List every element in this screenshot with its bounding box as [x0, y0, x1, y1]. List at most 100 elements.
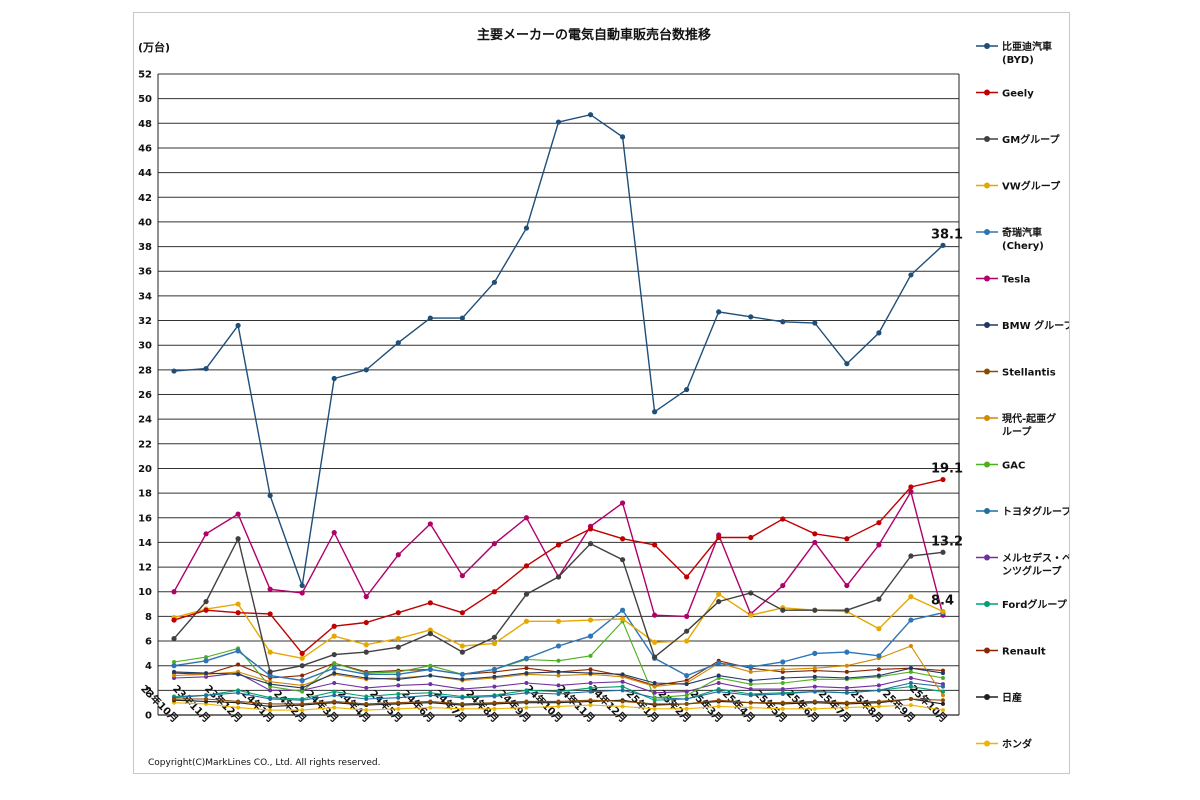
- y-tick-label: 10: [138, 587, 152, 598]
- data-point: [268, 688, 273, 693]
- data-point: [620, 688, 625, 693]
- data-point: [908, 676, 913, 681]
- data-point: [716, 704, 721, 709]
- data-point: [940, 708, 945, 713]
- data-point: [364, 708, 369, 713]
- data-point: [908, 272, 914, 278]
- data-point: [780, 700, 785, 705]
- legend-label: メルセデス・ベンツグループ: [1002, 552, 1069, 578]
- data-point: [555, 542, 562, 548]
- data-point: [780, 687, 785, 692]
- data-point: [331, 375, 337, 382]
- y-tick-label: 28: [138, 365, 152, 376]
- data-point: [748, 664, 754, 670]
- data-point: [171, 617, 177, 623]
- legend-item: Stellantis: [976, 368, 1056, 379]
- legend-label: Fordグループ: [1002, 598, 1068, 611]
- data-point: [844, 700, 849, 705]
- data-point: [940, 684, 945, 689]
- data-point: [940, 701, 945, 706]
- data-point: [940, 608, 946, 615]
- legend-label: トヨタグループ: [1002, 505, 1069, 518]
- data-point: [492, 694, 497, 699]
- data-point: [908, 666, 913, 671]
- legend-label: GAC: [1002, 461, 1025, 472]
- legend-item: ホンダ: [976, 738, 1032, 751]
- data-point: [908, 489, 914, 495]
- series-line: [173, 478, 944, 655]
- data-point: [428, 682, 433, 687]
- data-point: [364, 696, 369, 701]
- data-point: [299, 655, 305, 661]
- y-tick-label: 4: [145, 661, 152, 672]
- data-point: [812, 674, 817, 679]
- data-point: [363, 671, 369, 677]
- data-point: [619, 134, 626, 140]
- data-point: [203, 607, 209, 613]
- end-value-label: 38.1: [931, 227, 963, 242]
- y-tick-label: 18: [138, 489, 152, 500]
- data-point: [427, 627, 433, 633]
- series-line: [173, 113, 944, 586]
- legend-item: Fordグループ: [976, 598, 1068, 611]
- data-point: [396, 692, 401, 697]
- y-tick-label: 42: [138, 193, 152, 204]
- y-tick-label: 38: [138, 242, 152, 253]
- data-point: [236, 690, 241, 695]
- data-point: [460, 677, 465, 682]
- data-point: [491, 589, 498, 595]
- legend-swatch-marker: [984, 322, 990, 328]
- data-point: [300, 708, 305, 713]
- data-point: [908, 669, 913, 674]
- legend-item: トヨタグループ: [976, 505, 1069, 518]
- data-point: [812, 320, 818, 326]
- data-point: [524, 666, 529, 671]
- data-point: [364, 685, 369, 690]
- legend-swatch-marker: [984, 368, 990, 375]
- y-tick-label: 20: [138, 464, 152, 475]
- data-point: [844, 676, 849, 681]
- legend-swatch-marker: [984, 694, 990, 700]
- data-point: [267, 672, 273, 679]
- legend-item: 現代-起亜グループ: [976, 412, 1056, 438]
- data-point: [620, 684, 625, 689]
- data-point: [268, 682, 273, 687]
- data-point: [652, 542, 658, 548]
- data-point: [556, 669, 561, 674]
- legend-label: GMグループ: [1002, 133, 1061, 146]
- legend-swatch-marker: [984, 601, 990, 607]
- x-tick-label: 24年8月: [463, 687, 501, 725]
- data-point: [171, 589, 177, 595]
- data-point: [780, 582, 786, 589]
- data-point: [363, 619, 369, 626]
- data-point: [332, 693, 337, 698]
- data-point: [812, 531, 818, 537]
- data-point: [588, 685, 593, 690]
- y-tick-label: 2: [145, 686, 152, 697]
- data-point: [620, 672, 625, 677]
- series-points: [171, 112, 946, 713]
- data-point: [523, 591, 530, 597]
- data-point: [684, 693, 689, 698]
- data-point: [940, 693, 945, 698]
- data-point: [716, 591, 722, 597]
- data-point: [908, 680, 913, 685]
- data-point: [620, 699, 625, 704]
- legend-label: 日産: [1002, 691, 1022, 704]
- data-point: [587, 633, 594, 639]
- legend-label: VWグループ: [1002, 180, 1061, 193]
- data-point: [332, 680, 337, 685]
- data-point: [780, 676, 785, 681]
- legend-label: ホンダ: [1002, 738, 1032, 751]
- data-point: [716, 698, 721, 703]
- data-point: [716, 309, 722, 315]
- data-point: [555, 643, 562, 649]
- data-point: [940, 242, 946, 248]
- data-point: [492, 700, 497, 705]
- data-point: [300, 685, 305, 690]
- end-value-label: 13.2: [931, 534, 963, 549]
- data-point: [491, 640, 498, 647]
- data-point: [332, 689, 337, 694]
- data-point: [588, 667, 593, 672]
